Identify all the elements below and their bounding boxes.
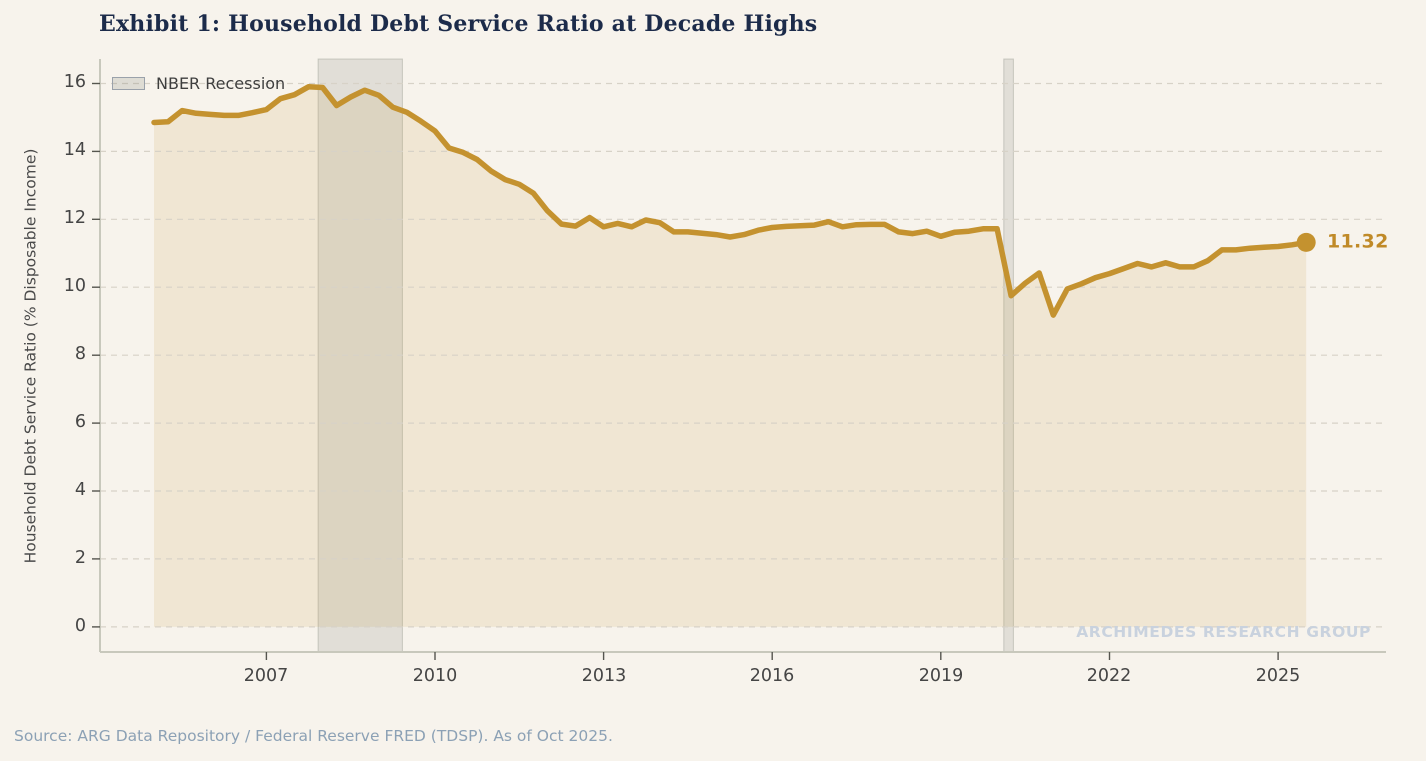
y-tick-label: 6: [74, 412, 86, 432]
y-tick-label: 16: [63, 72, 86, 92]
x-tick-label: 2016: [749, 666, 795, 686]
debt-service-line: [151, 84, 1309, 318]
y-tick-label: 12: [63, 208, 86, 228]
chart-title: Exhibit 1: Household Debt Service Ratio …: [99, 11, 818, 37]
legend-label: NBER Recession: [156, 73, 286, 93]
y-tick-label: 4: [74, 480, 86, 500]
x-tick-label: 2013: [581, 666, 627, 686]
x-tick-label: 2019: [918, 666, 964, 686]
y-tick-label: 2: [74, 548, 86, 568]
debt-service-ratio-chart: [92, 58, 1386, 660]
source-note: Source: ARG Data Repository / Federal Re…: [14, 727, 613, 745]
watermark: ARCHIMEDES RESEARCH GROUP: [1076, 623, 1371, 641]
legend: NBER Recession: [112, 70, 285, 96]
x-tick-label: 2025: [1255, 666, 1301, 686]
y-tick-label: 10: [63, 276, 86, 296]
x-tick-label: 2010: [412, 666, 458, 686]
x-tick-label: 2007: [243, 666, 289, 686]
y-tick-label: 0: [74, 616, 86, 636]
y-tick-label: 8: [74, 344, 86, 364]
recession-band-swatch: [112, 76, 145, 90]
latest-value-label: 11.32: [1327, 230, 1389, 253]
end-point-dot: [1296, 232, 1316, 252]
x-tick-label: 2022: [1086, 666, 1132, 686]
y-tick-label: 14: [63, 140, 86, 160]
area-fill: [154, 86, 1307, 627]
